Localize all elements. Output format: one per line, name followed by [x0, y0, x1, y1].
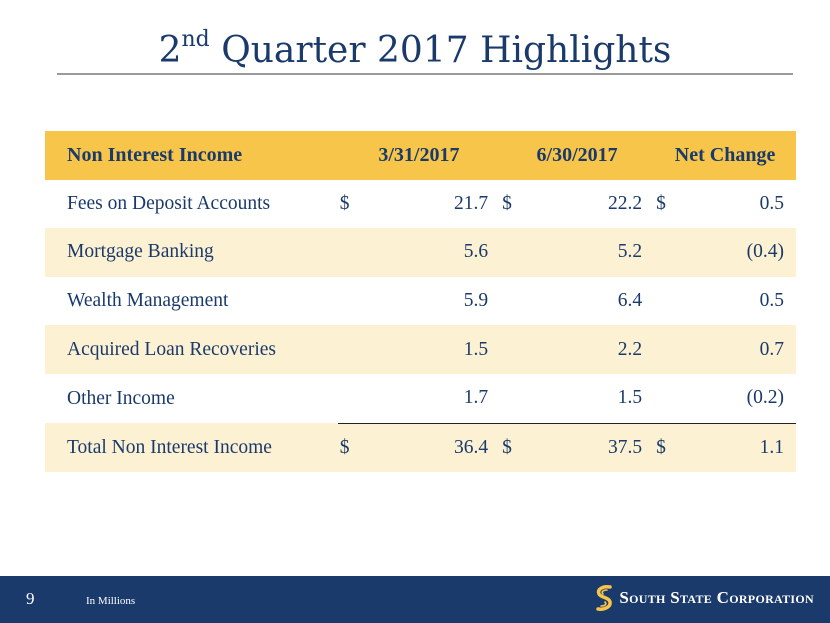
currency-symbol: $ — [339, 192, 350, 214]
currency-symbol: $ — [654, 422, 681, 473]
value-cell: 0.5 — [759, 290, 784, 312]
currency-symbol: $ — [500, 422, 527, 473]
logo-text: South State Corporation — [619, 588, 814, 607]
currency-symbol: $ — [656, 192, 666, 214]
title-divider — [57, 73, 793, 75]
value-cell: 1.5 — [617, 387, 643, 409]
table-row: Mortgage Banking 5.6 5.2 (0.4) — [45, 228, 796, 277]
value-cell: 1.7 — [463, 387, 489, 409]
table-row: Other Income 1.7 1.5 (0.2) — [45, 374, 796, 423]
currency-symbol — [500, 325, 527, 374]
title-superscript: nd — [181, 27, 210, 52]
currency-symbol — [337, 228, 365, 277]
currency-symbol: $ — [502, 192, 512, 214]
value-cell: 5.2 — [526, 228, 655, 277]
row-label: Mortgage Banking — [45, 228, 338, 277]
currency-symbol: $ — [337, 422, 365, 473]
value-cell: 22.2 — [608, 192, 643, 214]
table-row: Wealth Management 5.9 6.4 0.5 — [45, 277, 796, 326]
south-state-emblem-icon — [596, 585, 613, 611]
total-row: Total Non Interest Income $ 36.4 $ 37.5 … — [45, 422, 796, 473]
footer-bar: 9 In Millions South State Corporation — [0, 576, 830, 623]
currency-symbol — [654, 277, 681, 326]
header-label: Non Interest Income — [45, 131, 338, 180]
title-prefix: 2 — [158, 30, 182, 71]
currency-symbol — [654, 374, 681, 423]
total-value: 36.4 — [364, 422, 501, 473]
non-interest-income-table: Non Interest Income 3/31/2017 6/30/2017 … — [45, 131, 796, 473]
value-cell: 0.5 — [759, 192, 784, 214]
row-label: Acquired Loan Recoveries — [45, 325, 338, 374]
header-col1: 3/31/2017 — [337, 131, 501, 180]
row-label: Wealth Management — [67, 290, 229, 312]
page-number: 9 — [26, 589, 35, 608]
value-cell: 6.4 — [617, 290, 643, 312]
value-cell: 2.2 — [526, 325, 655, 374]
row-label: Fees on Deposit Accounts — [67, 192, 271, 214]
value-cell: (0.2) — [746, 387, 784, 409]
currency-symbol — [500, 228, 527, 277]
currency-symbol — [654, 228, 681, 277]
currency-symbol — [338, 277, 365, 326]
currency-symbol — [500, 277, 527, 326]
currency-symbol — [500, 374, 527, 423]
table-row: Acquired Loan Recoveries 1.5 2.2 0.7 — [45, 325, 796, 374]
value-cell: 5.6 — [364, 228, 501, 277]
currency-symbol — [654, 325, 681, 374]
value-cell: (0.4) — [680, 228, 796, 277]
table-row: Fees on Deposit Accounts $ 21.7 $ 22.2 $… — [45, 180, 796, 229]
title-rest: Quarter 2017 Highlights — [209, 30, 672, 71]
value-cell: 21.7 — [453, 192, 489, 214]
header-col2: 6/30/2017 — [500, 131, 655, 180]
total-value: 1.1 — [680, 422, 796, 473]
header-col3: Net Change — [654, 131, 796, 180]
total-label: Total Non Interest Income — [45, 423, 338, 473]
total-value: 37.5 — [526, 422, 655, 473]
table-header-row: Non Interest Income 3/31/2017 6/30/2017 … — [45, 131, 796, 180]
company-logo: South State Corporation — [595, 585, 814, 611]
row-label: Other Income — [67, 387, 175, 409]
units-note: In Millions — [86, 595, 136, 607]
currency-symbol — [337, 325, 365, 374]
currency-symbol — [338, 374, 365, 423]
slide-title: 2nd Quarter 2017 Highlights — [0, 12, 830, 79]
value-cell: 1.5 — [364, 325, 501, 374]
value-cell: 0.7 — [680, 325, 796, 374]
value-cell: 5.9 — [463, 290, 489, 312]
